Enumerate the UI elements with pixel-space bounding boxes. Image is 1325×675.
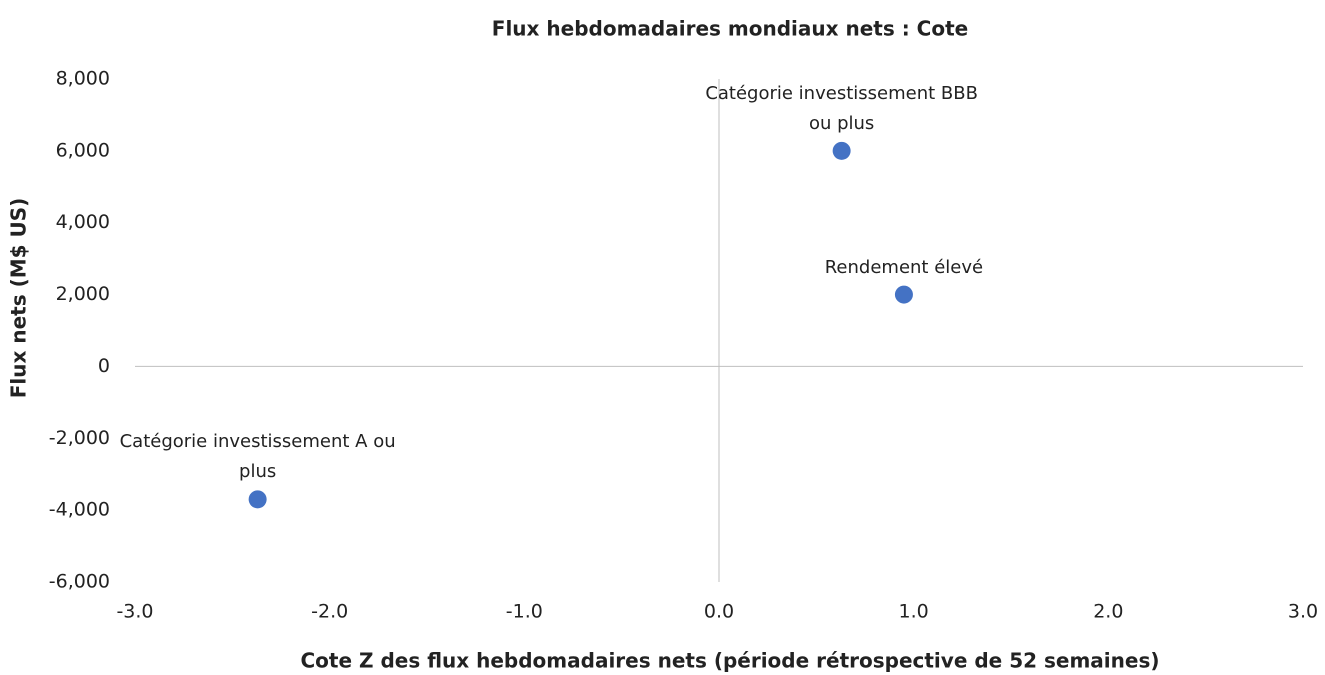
x-tick-label: 3.0: [1288, 601, 1318, 623]
y-tick-label: -6,000: [49, 571, 110, 593]
chart-title: Flux hebdomadaires mondiaux nets : Cote: [492, 17, 968, 41]
y-tick-label: -4,000: [49, 499, 110, 521]
x-tick-label: -1.0: [506, 601, 543, 623]
point: [248, 490, 267, 509]
y-tick-label: -2,000: [49, 427, 110, 449]
x-tick-label: 2.0: [1093, 601, 1123, 623]
y-tick-label: 4,000: [56, 211, 110, 233]
point: [832, 141, 851, 160]
x-tick-label: -2.0: [311, 601, 348, 623]
x-tick-label: 0.0: [704, 601, 734, 623]
point-label: Catégorie investissement BBB ou plus: [705, 82, 978, 134]
y-tick-label: 8,000: [56, 68, 110, 90]
x-tick-label: -3.0: [116, 601, 153, 623]
point-label: Rendement élevé: [824, 256, 984, 278]
x-tick-label: 1.0: [899, 601, 929, 623]
y-axis-label: Flux nets (M$ US): [7, 198, 31, 399]
y-tick-label: 2,000: [56, 283, 110, 305]
y-tick-label: 0: [98, 355, 110, 377]
x-axis-label: Cote Z des flux hebdomadaires nets (péri…: [300, 649, 1159, 673]
point-label: Catégorie investissement A ou plus: [119, 431, 396, 483]
point: [894, 285, 913, 304]
y-tick-label: 6,000: [56, 139, 110, 161]
